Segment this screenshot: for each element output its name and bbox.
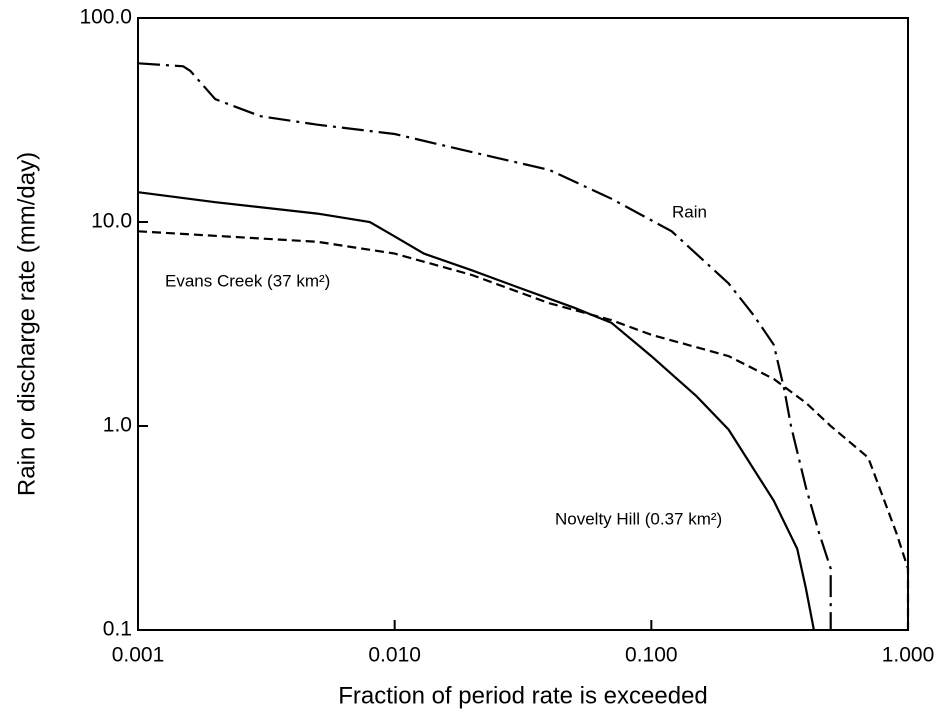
x-tick-label: 0.010	[368, 644, 421, 667]
data-line	[137, 191, 815, 631]
y-tick-label: 10.0	[91, 210, 132, 233]
y-tick-label: 1.0	[103, 414, 132, 437]
annotation: Novelty Hill (0.37 km²)	[555, 509, 722, 528]
x-axis-label: Fraction of period rate is exceeded	[338, 682, 708, 709]
annotation: Evans Creek (37 km²)	[165, 271, 330, 290]
y-axis-label: Rain or discharge rate (mm/day)	[13, 152, 40, 496]
data-line	[137, 62, 832, 630]
x-tick-label: 0.001	[112, 644, 165, 667]
y-tick-label: 0.1	[103, 618, 132, 641]
plot-frame	[137, 17, 909, 631]
annotation: Rain	[672, 202, 707, 221]
data-line	[137, 230, 910, 630]
x-tick-label: 1.000	[882, 644, 935, 667]
y-tick-label: 100.0	[79, 6, 132, 29]
x-tick-label: 0.100	[625, 644, 678, 667]
